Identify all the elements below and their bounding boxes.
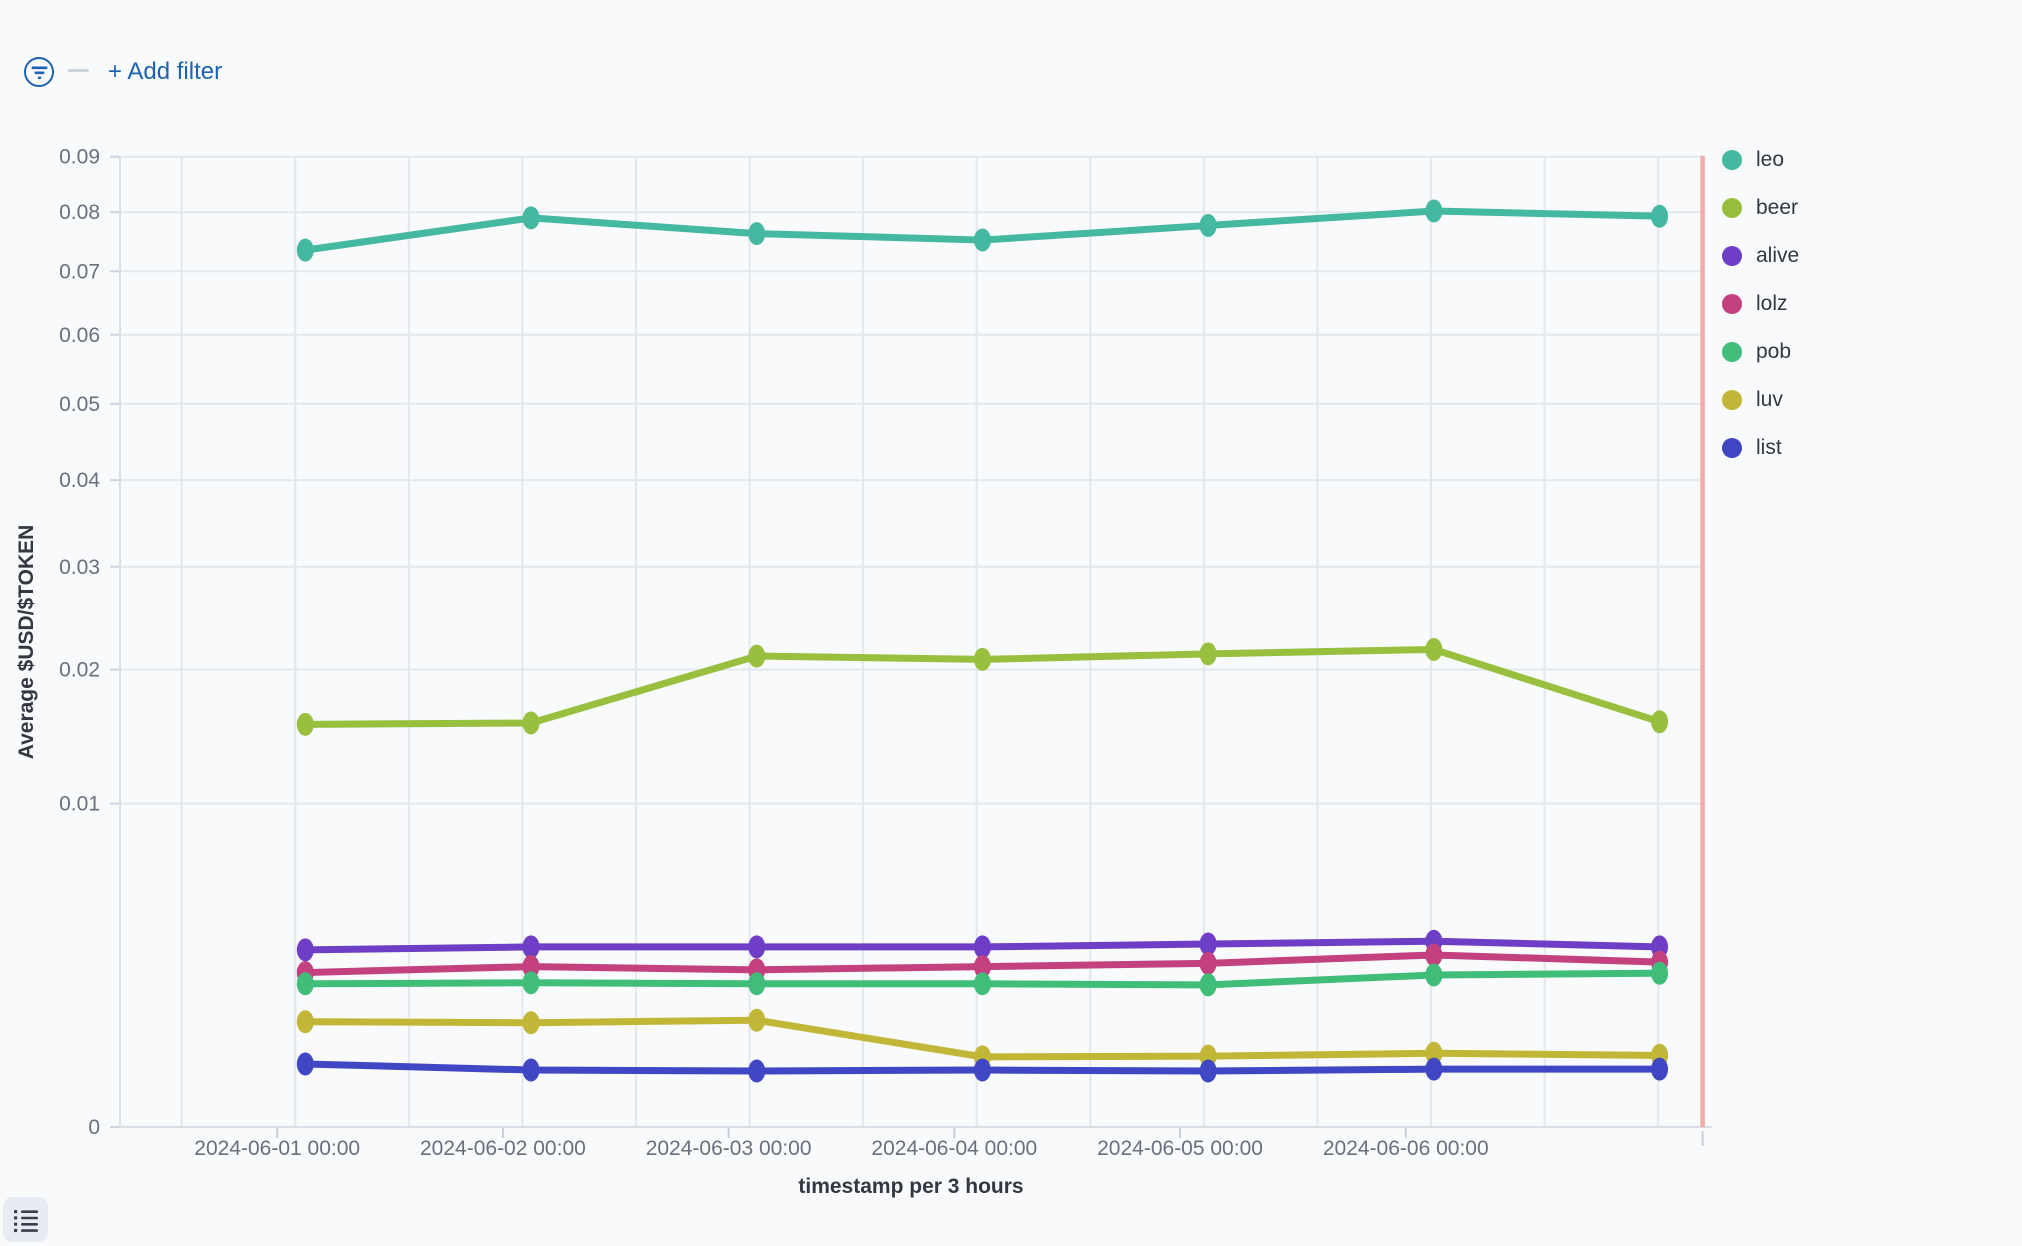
series-point-lolz [1425,943,1443,967]
x-tick-label: 2024-06-02 00:00 [420,1137,586,1160]
series-point-lolz [1199,951,1217,975]
list-icon [13,1209,38,1232]
series-point-leo [1425,199,1443,223]
legend-label: leo [1756,148,1785,171]
y-tick-label: 0.04 [59,469,100,492]
series-point-pob [973,972,991,996]
y-tick-label: 0.02 [59,659,100,682]
y-tick-label: 0.06 [59,324,100,347]
legend-swatch-lolz [1722,294,1742,314]
series-point-beer [1199,642,1217,666]
chart-legend: leo beer alive lolz pob luv list [1722,136,1799,472]
series-point-leo [748,222,766,246]
series-point-beer [522,711,540,735]
y-axis-tick-labels: 0 0.01 0.02 0.03 0.04 0.05 0.06 0.07 0.08 0.09 [59,146,100,1139]
series-point-alive [748,935,766,959]
axis-lines [110,155,1712,1146]
data-series-lines [296,199,1669,1083]
series-point-pob [1651,961,1669,985]
legend-item-list[interactable]: list [1722,424,1799,472]
y-tick-label: 0.03 [59,556,100,579]
series-point-beer [1425,637,1443,661]
legend-item-leo[interactable]: leo [1722,136,1799,184]
series-point-alive [1199,932,1217,956]
series-point-list [748,1059,766,1083]
series-point-leo [1651,204,1669,228]
legend-item-pob[interactable]: pob [1722,328,1799,376]
legend-item-luv[interactable]: luv [1722,376,1799,424]
series-point-leo [973,228,991,252]
series-point-pob [1425,963,1443,987]
y-tick-label: 0.09 [59,146,100,169]
series-point-beer [296,712,314,736]
legend-label: alive [1756,244,1800,267]
series-point-lolz [973,955,991,979]
y-tick-label: 0.01 [59,793,100,816]
series-point-beer [748,644,766,668]
legend-label: lolz [1756,292,1788,315]
x-tick-label: 2024-06-04 00:00 [871,1137,1037,1160]
series-point-list [973,1058,991,1082]
series-point-beer [973,647,991,671]
legend-swatch-pob [1722,342,1742,362]
legend-item-beer[interactable]: beer [1722,184,1799,232]
series-point-luv [522,1011,540,1035]
filter-bar: + Add filter [0,0,2022,100]
filter-icon [31,66,47,79]
filters-menu-button[interactable] [24,57,54,87]
legend-label: beer [1756,196,1799,219]
series-point-luv [1425,1041,1443,1065]
x-tick-label: 2024-06-06 00:00 [1323,1137,1489,1160]
series-point-pob [522,971,540,995]
series-point-pob [296,972,314,996]
series-point-luv [748,1008,766,1032]
horizontal-gridlines [120,155,1703,805]
series-point-leo [296,238,314,262]
x-axis-tick-labels: 2024-06-01 00:00 2024-06-02 00:00 2024-06-… [194,1137,1488,1160]
x-tick-label: 2024-06-03 00:00 [646,1137,812,1160]
legend-label: pob [1756,340,1792,363]
x-tick-label: 2024-06-05 00:00 [1097,1137,1263,1160]
series-point-list [1651,1057,1669,1081]
y-tick-label: 0 [88,1116,100,1139]
series-point-beer [1651,710,1669,734]
legend-label: luv [1756,388,1783,411]
series-point-list [1425,1057,1443,1081]
series-point-alive [522,935,540,959]
legend-item-lolz[interactable]: lolz [1722,280,1799,328]
legend-swatch-beer [1722,198,1742,218]
legend-swatch-alive [1722,246,1742,266]
series-point-list [522,1058,540,1082]
series-point-alive [296,938,314,962]
x-axis-title: timestamp per 3 hours [798,1175,1023,1198]
legend-swatch-list [1722,438,1742,458]
legend-toggle-button[interactable] [3,1197,48,1242]
legend-swatch-leo [1722,150,1742,170]
series-point-leo [1199,213,1217,237]
series-point-luv [296,1010,314,1034]
x-tick-label: 2024-06-01 00:00 [194,1137,360,1160]
legend-item-alive[interactable]: alive [1722,232,1799,280]
legend-swatch-luv [1722,390,1742,410]
series-point-pob [1199,973,1217,997]
y-tick-label: 0.08 [59,201,100,224]
series-point-lolz [522,955,540,979]
add-filter-button[interactable]: + Add filter [108,56,222,88]
filter-divider-dash [68,69,89,72]
legend-label: list [1756,436,1782,459]
y-tick-label: 0.07 [59,260,100,283]
series-point-pob [748,972,766,996]
series-point-list [1199,1059,1217,1083]
series-point-alive [973,935,991,959]
y-axis-title: Average $USD/$TOKEN [15,525,38,760]
series-point-leo [522,206,540,230]
y-tick-label: 0.05 [59,393,100,416]
series-point-list [296,1052,314,1076]
